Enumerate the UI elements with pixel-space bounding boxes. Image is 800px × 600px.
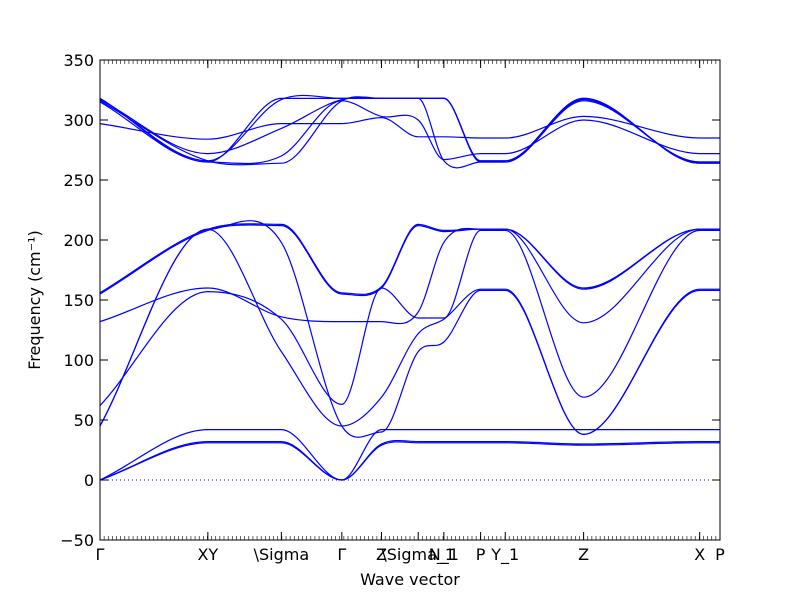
band-3-line <box>99 428 720 481</box>
x-tick-label: P <box>715 545 725 564</box>
x-tick-label: \Sigma_1 <box>381 545 455 565</box>
x-tick-label: P <box>476 545 486 564</box>
bands-layer <box>99 94 720 481</box>
band-2-line <box>99 439 720 481</box>
plot-frame <box>99 59 721 541</box>
x-axis-label: Wave vector <box>360 570 460 589</box>
y-tick-label: 100 <box>63 351 94 370</box>
y-tick-label: 300 <box>63 111 94 130</box>
band-12-line <box>99 96 720 169</box>
band-5-line <box>99 228 720 435</box>
y-axis-label: Frequency (cm⁻¹) <box>25 230 44 369</box>
y-tick-label: −50 <box>60 531 94 550</box>
band-15-line <box>99 97 720 164</box>
y-tick-label: 200 <box>63 231 94 250</box>
y-tick-label: 0 <box>84 471 94 490</box>
band-6-line <box>99 229 720 407</box>
x-tick-label: X <box>694 545 705 564</box>
y-tick-label: 150 <box>63 291 94 310</box>
x-tick-label: Γ <box>96 545 105 564</box>
band-8-line <box>99 224 720 297</box>
band-11-line <box>99 100 720 165</box>
x-tick-label: \Sigma <box>254 545 310 564</box>
band-1-line <box>99 441 720 481</box>
x-tick-label: Z <box>578 545 589 564</box>
ticks-layer <box>99 59 721 541</box>
y-tick-label: 50 <box>74 411 94 430</box>
band-9-line <box>99 223 720 295</box>
x-tick-label: Z <box>376 545 387 564</box>
x-tick-label: Γ <box>337 545 346 564</box>
x-tick-label: XY <box>197 545 218 564</box>
y-tick-label: 250 <box>63 171 94 190</box>
x-tick-label: Y_1 <box>490 545 519 565</box>
y-tick-label: 350 <box>63 51 94 70</box>
band-7-line <box>99 227 720 325</box>
x-tick-label: N_1 <box>429 545 459 565</box>
